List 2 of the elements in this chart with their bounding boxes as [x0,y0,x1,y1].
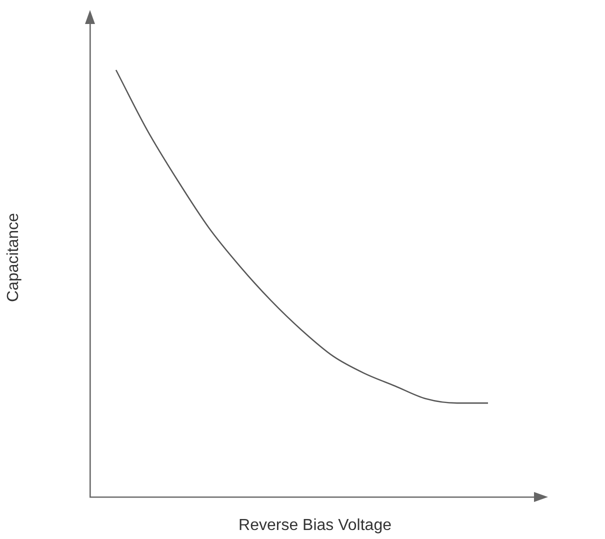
y-axis-title: Capacitance [5,212,22,302]
x-axis-title: Reverse Bias Voltage [238,516,392,534]
